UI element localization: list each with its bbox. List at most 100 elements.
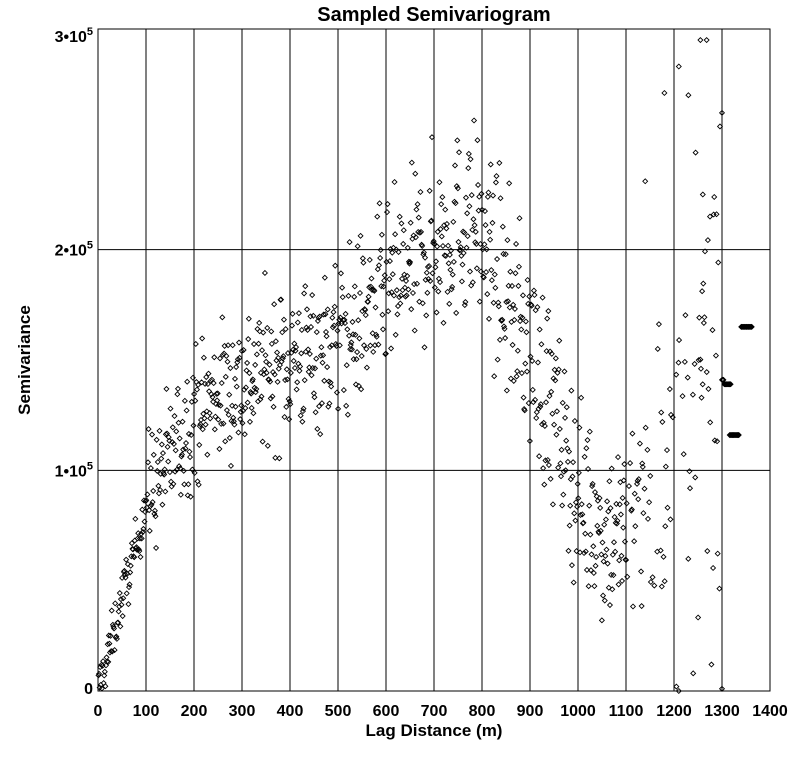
data-point	[591, 489, 599, 496]
data-point	[606, 602, 614, 609]
data-point	[229, 402, 236, 409]
data-point	[174, 385, 182, 392]
data-point	[527, 353, 534, 360]
data-point	[165, 458, 172, 465]
data-point	[461, 302, 468, 309]
data-point	[305, 368, 312, 375]
data-point	[222, 373, 229, 380]
data-point	[196, 441, 203, 448]
data-point	[249, 376, 256, 383]
data-point	[404, 272, 411, 279]
data-point	[353, 356, 360, 363]
data-point	[163, 385, 170, 392]
data-point	[172, 447, 179, 454]
data-point	[275, 365, 282, 372]
data-point	[710, 564, 717, 572]
data-point	[169, 424, 176, 431]
data-point	[365, 298, 372, 305]
data-point	[365, 293, 372, 300]
data-point	[376, 200, 383, 207]
data-point	[351, 283, 358, 290]
data-point	[131, 554, 138, 561]
data-point	[445, 260, 452, 267]
data-point	[447, 266, 454, 273]
data-point	[207, 415, 214, 422]
data-point	[433, 309, 440, 316]
data-point	[370, 348, 377, 355]
data-point	[496, 336, 503, 343]
data-point	[349, 318, 356, 325]
data-point	[199, 426, 206, 433]
data-point	[126, 581, 133, 588]
data-point	[666, 385, 673, 393]
data-point	[491, 271, 498, 278]
data-point	[598, 551, 605, 558]
data-point	[587, 531, 594, 538]
data-point	[203, 408, 210, 415]
data-point	[502, 334, 509, 342]
data-point	[594, 522, 601, 529]
data-point	[343, 402, 350, 409]
data-point	[240, 407, 247, 414]
data-point	[256, 328, 263, 335]
data-point	[182, 440, 190, 447]
data-point	[351, 293, 358, 300]
data-point	[470, 117, 478, 124]
data-point	[504, 237, 511, 244]
data-point	[143, 497, 150, 504]
data-point	[294, 379, 301, 386]
data-point	[597, 527, 604, 534]
data-point	[134, 535, 141, 542]
data-point	[454, 185, 461, 192]
data-point	[242, 384, 249, 391]
data-point	[311, 394, 318, 401]
data-point	[189, 466, 196, 473]
data-point	[187, 493, 194, 500]
data-point	[358, 352, 365, 360]
data-point	[140, 497, 148, 504]
data-point	[235, 339, 243, 346]
data-point	[623, 556, 630, 563]
data-point	[217, 402, 224, 409]
data-point	[283, 403, 290, 410]
data-point	[614, 454, 622, 461]
data-point	[627, 460, 634, 467]
data-point	[282, 326, 289, 333]
data-point	[260, 329, 267, 336]
data-point	[485, 315, 493, 322]
data-point	[289, 310, 296, 317]
data-point	[535, 405, 542, 412]
data-point	[510, 377, 517, 384]
data-point	[580, 519, 587, 526]
data-point	[379, 326, 387, 333]
data-point	[329, 324, 336, 331]
data-point	[501, 325, 508, 332]
data-point	[663, 447, 671, 454]
data-points-layer	[95, 36, 755, 695]
data-point	[362, 306, 369, 313]
data-point	[487, 161, 494, 168]
data-point	[707, 419, 714, 426]
data-point	[559, 502, 566, 509]
data-point	[526, 293, 533, 300]
data-point	[511, 305, 518, 312]
data-point	[130, 546, 137, 553]
data-point	[473, 240, 480, 247]
data-point	[747, 323, 754, 330]
data-point	[704, 237, 711, 244]
data-point	[390, 244, 397, 251]
data-point	[152, 513, 159, 520]
data-point	[533, 414, 540, 422]
data-point	[443, 220, 450, 227]
data-point	[490, 192, 497, 199]
data-point	[591, 583, 598, 590]
data-point	[348, 346, 355, 353]
data-point	[297, 412, 304, 419]
data-point	[718, 109, 726, 116]
data-point	[409, 289, 417, 297]
data-point	[523, 368, 531, 375]
data-point	[417, 188, 424, 196]
data-point	[110, 625, 118, 632]
data-point	[523, 329, 530, 336]
data-point	[392, 231, 399, 238]
